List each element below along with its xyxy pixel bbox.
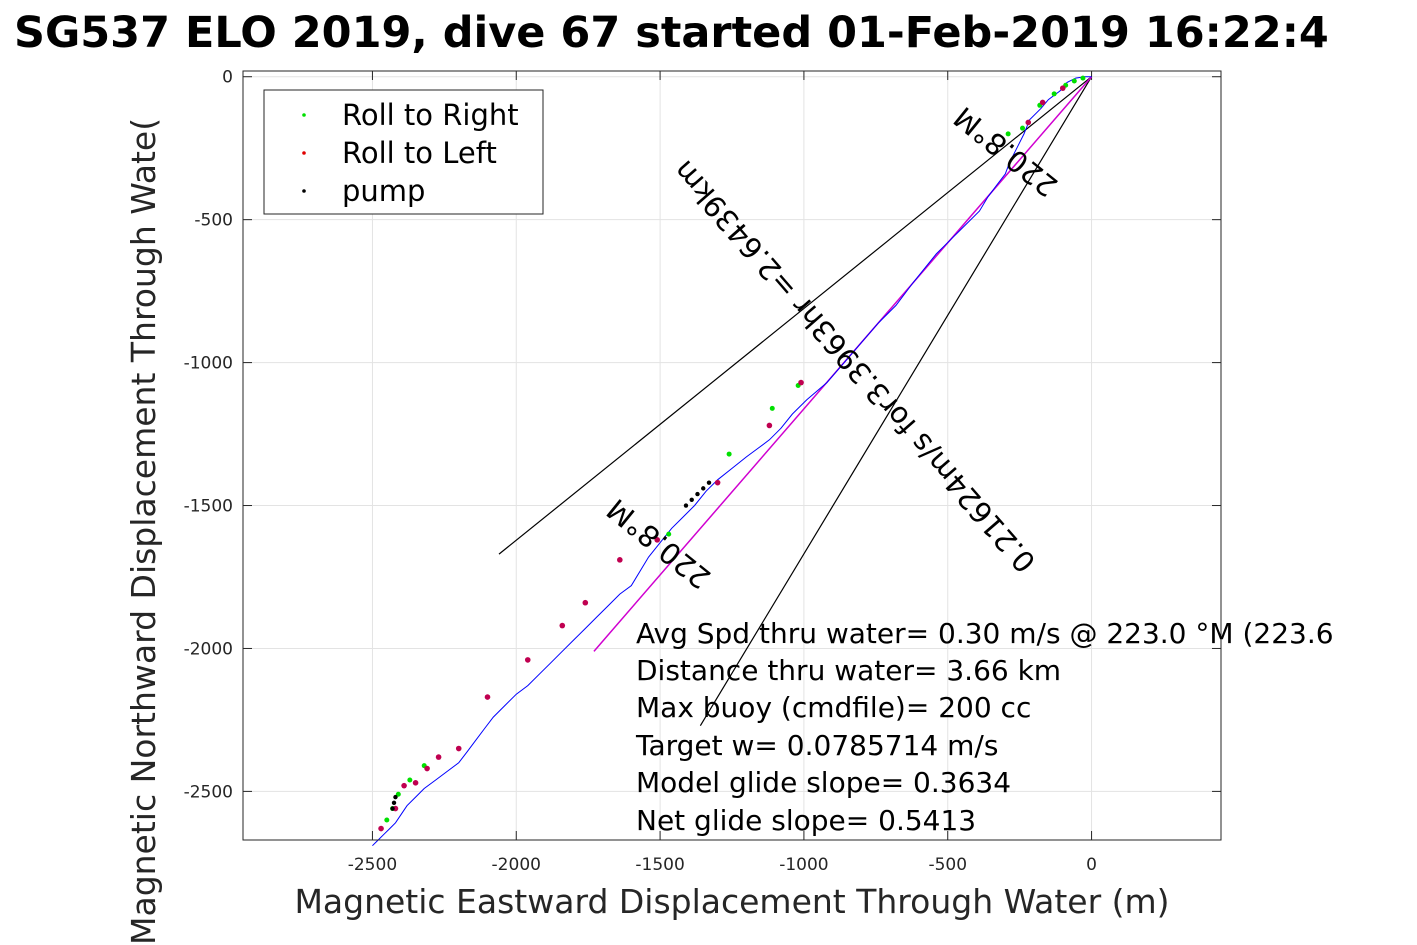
roll-left-point — [401, 782, 407, 789]
x-tick-label: -500 — [928, 855, 967, 875]
axis-ticks — [243, 71, 1221, 840]
annotation-net-glide: Net glide slope= 0.5413 — [636, 804, 976, 837]
roll-right-point — [1051, 91, 1057, 97]
pump-point — [689, 497, 694, 503]
pump-point — [695, 491, 700, 497]
y-tick-labels: 0 -500 -1000 -1500 -2000 -2500 — [184, 68, 233, 803]
roll-left-point — [654, 537, 661, 543]
x-tick-label: -1000 — [779, 855, 828, 875]
roll-right-point — [769, 405, 775, 411]
pump-point — [391, 800, 397, 806]
roll-left-point — [582, 599, 589, 606]
legend-marker-roll-right — [302, 113, 306, 117]
roll-right-point — [1071, 78, 1077, 84]
heading-ref-line — [699, 76, 1093, 726]
y-tick-label: -500 — [194, 211, 233, 231]
roll-left-point — [484, 694, 491, 700]
legend-label-roll-right: Roll to Right — [342, 98, 519, 132]
pump-point — [390, 806, 395, 811]
x-tick-label: -2500 — [348, 855, 397, 875]
legend-marker-pump — [302, 189, 306, 193]
stats-annotation: Avg Spd thru water= 0.30 m/s @ 223.0 °M … — [635, 617, 1334, 837]
roll-left-point — [766, 422, 773, 429]
x-tick-labels: -2500 -2000 -1500 -1000 -500 0 — [348, 855, 1097, 875]
roll-right-point — [407, 777, 413, 783]
roll-left-point — [412, 780, 419, 786]
y-tick-label: -2500 — [184, 782, 233, 802]
y-tick-label: 0 — [222, 68, 233, 88]
pump-point — [683, 503, 689, 508]
roll-left-point — [435, 754, 442, 760]
annotation-model-glide: Model glide slope= 0.3634 — [636, 766, 1011, 799]
y-tick-label: -1500 — [184, 497, 233, 517]
heading-ref-line — [498, 76, 1092, 555]
track-line — [372, 76, 1092, 847]
roll-left-point — [1059, 85, 1066, 91]
x-axis-label: Magnetic Eastward Displacement Through W… — [294, 882, 1169, 921]
roll-right-point — [666, 531, 672, 537]
y-tick-label: -1000 — [184, 354, 233, 374]
pump-point — [393, 794, 398, 800]
pump-point — [706, 480, 712, 485]
roll-right-point — [1080, 75, 1086, 81]
roll-right-point — [395, 791, 401, 797]
plot-frame — [242, 70, 1222, 841]
y-tick-label: -2000 — [184, 639, 233, 659]
roll-right-point — [1005, 131, 1011, 137]
chart-title: SG537 ELO 2019, dive 67 started 01-Feb-2… — [14, 8, 1329, 58]
y-axis-label: Magnetic Northward Displacement Through … — [124, 118, 163, 945]
roll-left-point — [714, 479, 721, 486]
grid — [243, 71, 1221, 840]
annotation-max-buoy: Max buoy (cmdfile)= 200 cc — [636, 691, 1031, 724]
legend-marker-roll-left — [302, 151, 306, 155]
roll-left-point — [1039, 99, 1046, 106]
series-layer — [372, 76, 1092, 847]
marker-layer — [378, 75, 1086, 832]
roll-left-point — [424, 765, 430, 772]
legend: Roll to Right Roll to Left pump — [263, 89, 544, 215]
roll-left-point — [378, 825, 384, 832]
x-tick-label: 0 — [1086, 855, 1097, 875]
roll-right-point — [1020, 125, 1026, 131]
x-tick-label: -2000 — [492, 855, 541, 875]
legend-label-roll-left: Roll to Left — [342, 136, 497, 170]
roll-left-point — [1025, 119, 1032, 126]
roll-right-point — [726, 451, 732, 457]
roll-left-point — [559, 622, 566, 629]
annotation-target-w: Target w= 0.0785714 m/s — [635, 729, 998, 762]
roll-left-point — [798, 379, 804, 386]
roll-left-point — [524, 657, 531, 663]
roll-left-point — [455, 745, 462, 752]
annotation-avg-speed: Avg Spd thru water= 0.30 m/s @ 223.0 °M … — [636, 617, 1334, 650]
x-tick-label: -1500 — [635, 855, 684, 875]
annotation-distance: Distance thru water= 3.66 km — [636, 654, 1061, 687]
pump-point — [701, 486, 706, 491]
legend-box — [263, 89, 544, 215]
roll-right-point — [384, 817, 390, 823]
roll-left-point — [617, 557, 623, 563]
legend-label-pump: pump — [342, 174, 425, 208]
